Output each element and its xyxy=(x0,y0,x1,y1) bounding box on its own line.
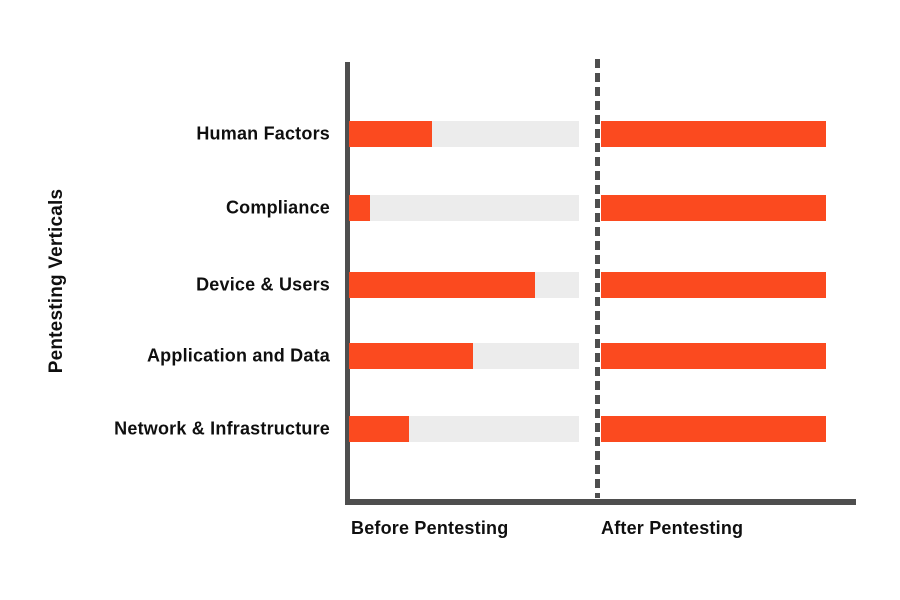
x-axis-line xyxy=(345,499,856,505)
before-bar-fill xyxy=(349,195,370,221)
dashed-divider-line xyxy=(595,59,600,498)
before-bar-track xyxy=(349,272,579,298)
section-label-before-pentesting: Before Pentesting xyxy=(351,518,509,538)
y-axis-line xyxy=(345,62,350,505)
after-bar xyxy=(601,121,826,147)
after-bar xyxy=(601,272,826,298)
before-bar-track xyxy=(349,195,579,221)
before-bar-track xyxy=(349,121,579,147)
before-bar-track xyxy=(349,416,579,442)
category-label: Network & Infrastructure xyxy=(114,418,330,439)
before-bar-fill xyxy=(349,416,409,442)
section-label-after-pentesting: After Pentesting xyxy=(601,518,744,538)
category-label: Compliance xyxy=(225,197,330,218)
category-label: Device & Users xyxy=(196,274,330,295)
before-bar-fill xyxy=(349,343,473,369)
y-axis-title: Pentesting Verticals xyxy=(46,188,67,374)
before-bar-fill xyxy=(349,272,535,298)
category-label: Application and Data xyxy=(146,345,330,366)
category-label: Human Factors xyxy=(196,123,330,144)
after-bar xyxy=(601,343,826,369)
after-bar xyxy=(601,416,826,442)
before-bar-fill xyxy=(349,121,432,147)
after-bar xyxy=(601,195,826,221)
before-bar-track xyxy=(349,343,579,369)
